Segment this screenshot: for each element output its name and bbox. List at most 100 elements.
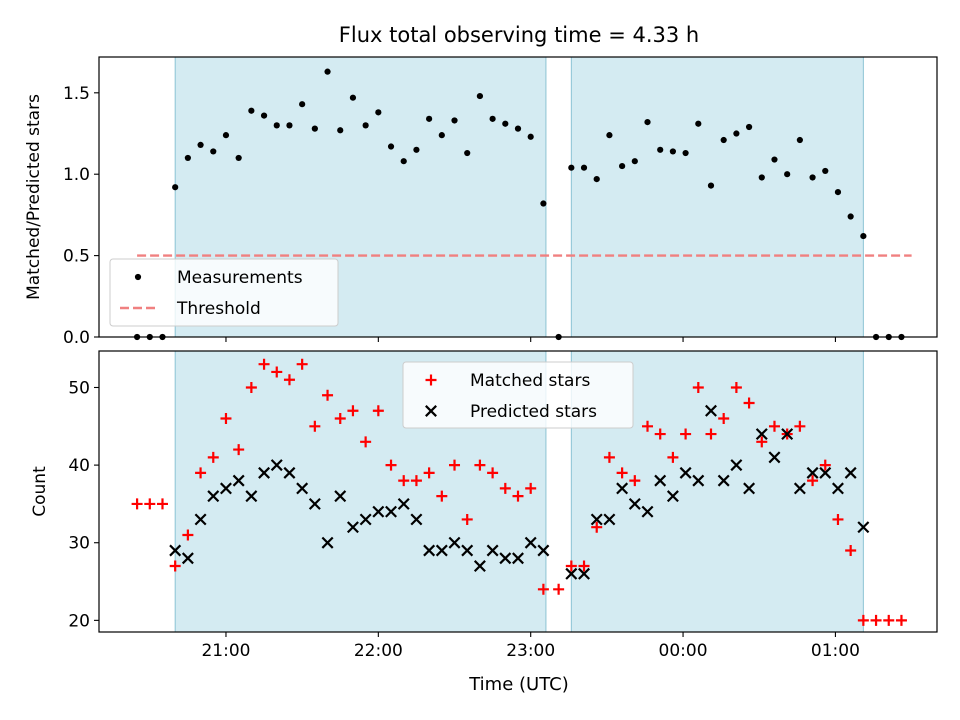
data-point <box>387 143 395 150</box>
data-point <box>334 490 347 503</box>
data-point <box>755 428 768 441</box>
data-point <box>768 420 780 432</box>
data-point <box>641 505 654 518</box>
data-point <box>349 94 357 101</box>
y-tick-label: 20 <box>68 611 90 631</box>
data-point <box>271 366 283 378</box>
data-point <box>717 474 730 487</box>
data-point <box>502 120 509 127</box>
data-point <box>758 174 765 181</box>
data-point <box>628 497 641 510</box>
data-point <box>397 497 410 510</box>
data-point <box>487 467 499 479</box>
data-point <box>857 614 869 626</box>
data-point <box>644 119 651 126</box>
data-point <box>692 381 704 393</box>
data-point <box>809 174 816 181</box>
legend-box <box>402 361 634 429</box>
data-point <box>464 149 471 157</box>
data-point <box>233 444 245 456</box>
data-point <box>449 459 461 471</box>
data-point <box>525 482 537 494</box>
legend-label: Measurements <box>177 268 303 288</box>
data-point <box>451 117 458 124</box>
data-point <box>844 466 857 479</box>
data-point <box>299 101 306 108</box>
data-point <box>705 428 717 440</box>
data-point <box>591 521 603 533</box>
data-point <box>667 451 679 463</box>
data-point <box>580 164 588 171</box>
data-point <box>857 521 870 534</box>
data-point <box>245 490 258 503</box>
data-point <box>565 567 578 580</box>
y-tick-label: 30 <box>68 534 90 554</box>
data-point <box>537 544 550 557</box>
data-point <box>514 125 522 132</box>
legend: Measurements Threshold <box>109 258 339 327</box>
data-point <box>743 397 755 409</box>
x-tick-label: 00:00 <box>659 641 708 661</box>
data-point <box>499 552 512 565</box>
y-tick-label: 50 <box>68 378 90 398</box>
data-point <box>680 428 692 440</box>
legend-marker <box>425 374 437 386</box>
data-point <box>489 115 496 122</box>
data-point <box>423 467 435 479</box>
x-tick-label: 01:00 <box>811 641 860 661</box>
data-point <box>666 490 679 503</box>
data-point <box>461 513 473 525</box>
data-point <box>768 451 781 464</box>
data-point <box>606 132 613 139</box>
y-tick-label: 0.5 <box>63 247 90 267</box>
data-point <box>375 109 382 116</box>
data-point <box>476 92 484 100</box>
panel-1: 0.0 0.5 1.0 1.5 Matched/Predicted stars Measu… <box>24 56 938 348</box>
data-point <box>169 560 181 572</box>
data-point <box>207 490 220 503</box>
data-point <box>473 560 486 572</box>
data-point <box>372 405 384 417</box>
data-point <box>385 459 397 471</box>
data-point <box>616 467 628 479</box>
legend-item: Predicted stars <box>425 402 597 422</box>
data-point <box>756 436 768 448</box>
data-point <box>527 133 534 140</box>
data-point <box>895 614 907 626</box>
data-point <box>296 482 309 495</box>
data-point <box>182 529 194 541</box>
y-tick-label: 40 <box>68 456 90 476</box>
data-point <box>184 154 191 162</box>
data-point <box>794 420 806 432</box>
data-point <box>568 164 575 171</box>
data-point <box>669 148 677 155</box>
x-tick-label: 21:00 <box>201 641 250 661</box>
data-point <box>845 544 857 556</box>
data-point <box>578 560 590 572</box>
data-point <box>781 428 794 441</box>
data-point <box>793 482 806 495</box>
data-point <box>321 536 334 549</box>
data-point <box>286 122 293 129</box>
data-point <box>822 167 829 175</box>
data-point <box>707 182 715 189</box>
legend-box <box>109 258 339 327</box>
data-point <box>603 513 616 526</box>
data-point <box>245 381 257 393</box>
data-point <box>524 536 537 549</box>
data-point <box>346 521 359 534</box>
data-point <box>730 459 743 472</box>
data-point <box>695 120 702 127</box>
data-point <box>258 466 271 479</box>
data-point <box>362 122 369 129</box>
data-point <box>784 171 791 178</box>
data-point <box>537 583 549 595</box>
data-point <box>311 125 318 132</box>
data-point <box>616 482 629 495</box>
data-point <box>197 141 204 149</box>
data-point <box>860 232 867 240</box>
data-point <box>806 466 819 479</box>
data-point <box>220 413 232 425</box>
series-x <box>169 404 870 580</box>
